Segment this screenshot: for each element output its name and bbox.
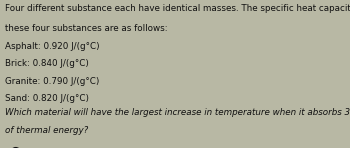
Text: Granite: 0.790 J/(g°C): Granite: 0.790 J/(g°C) [5, 77, 100, 86]
Text: Which material will have the largest increase in temperature when it absorbs 300: Which material will have the largest inc… [5, 108, 350, 117]
Text: Four different substance each have identical masses. The specific heat capacitie: Four different substance each have ident… [5, 4, 350, 13]
Text: Asphalt: 0.920 J/(g°C): Asphalt: 0.920 J/(g°C) [5, 42, 100, 51]
Text: these four substances are as follows:: these four substances are as follows: [5, 24, 168, 33]
Text: Brick: 0.840 J/(g°C): Brick: 0.840 J/(g°C) [5, 59, 89, 68]
Text: of thermal energy?: of thermal energy? [5, 126, 89, 135]
Text: Sand: 0.820 J/(g°C): Sand: 0.820 J/(g°C) [5, 94, 89, 103]
